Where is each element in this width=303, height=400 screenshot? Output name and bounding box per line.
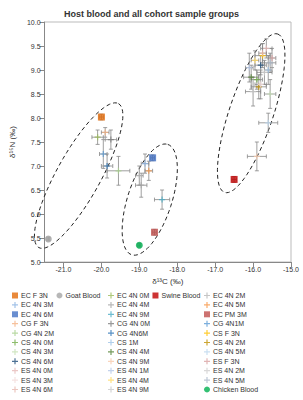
svg-text:7.0: 7.0 xyxy=(31,163,41,170)
svg-text:CS 4N 6M: CS 4N 6M xyxy=(21,358,53,365)
svg-text:ES 4N 0M: ES 4N 0M xyxy=(21,367,53,374)
svg-text:δ¹⁵N (‰): δ¹⁵N (‰) xyxy=(8,126,17,158)
svg-text:CG 4N1M: CG 4N1M xyxy=(213,320,244,327)
svg-text:5.0: 5.0 xyxy=(31,259,41,266)
svg-text:ES 4N 3M: ES 4N 3M xyxy=(21,377,53,384)
svg-text:8.5: 8.5 xyxy=(31,91,41,98)
svg-text:-20.0: -20.0 xyxy=(93,266,109,273)
svg-text:ES 4N 4M: ES 4N 4M xyxy=(117,377,149,384)
svg-text:CS 4N 2M: CS 4N 2M xyxy=(213,339,245,346)
svg-text:EC 4N 2M: EC 4N 2M xyxy=(213,292,245,299)
svg-text:CS 4N 3M: CS 4N 3M xyxy=(21,348,53,355)
svg-text:EC F 3N: EC F 3N xyxy=(21,292,48,299)
svg-text:-18.0: -18.0 xyxy=(169,266,185,273)
svg-text:CG 4N6M: CG 4N6M xyxy=(117,330,148,337)
svg-text:CS 4N 5M: CS 4N 5M xyxy=(213,348,245,355)
svg-text:CS 4N 4M: CS 4N 4M xyxy=(117,348,149,355)
svg-text:10.0: 10.0 xyxy=(27,19,41,26)
svg-text:-15.0: -15.0 xyxy=(283,266,299,273)
svg-text:ES 4N 5M: ES 4N 5M xyxy=(213,377,245,384)
svg-text:EC PM 3M: EC PM 3M xyxy=(213,311,247,318)
svg-text:EC 4N 9M: EC 4N 9M xyxy=(117,311,149,318)
svg-text:5.5: 5.5 xyxy=(31,235,41,242)
svg-text:9.0: 9.0 xyxy=(31,67,41,74)
svg-text:6.0: 6.0 xyxy=(31,211,41,218)
svg-text:-16.0: -16.0 xyxy=(245,266,261,273)
svg-text:Swine Blood: Swine Blood xyxy=(161,292,200,299)
svg-text:CS 4N 9M: CS 4N 9M xyxy=(117,358,149,365)
svg-text:CS 4N 0M: CS 4N 0M xyxy=(21,339,53,346)
svg-text:ES 4N 2M: ES 4N 2M xyxy=(213,367,245,374)
svg-text:Chicken Blood: Chicken Blood xyxy=(213,386,258,393)
svg-text:-17.0: -17.0 xyxy=(207,266,223,273)
svg-text:ES F 3N: ES F 3N xyxy=(213,358,239,365)
svg-text:EC 4N 5M: EC 4N 5M xyxy=(213,301,245,308)
svg-text:Host blood and all cohort samp: Host blood and all cohort sample groups xyxy=(64,9,239,19)
svg-text:CS F 3N: CS F 3N xyxy=(213,330,240,337)
svg-text:CG 4N 2M: CG 4N 2M xyxy=(21,330,54,337)
svg-text:8.0: 8.0 xyxy=(31,115,41,122)
svg-text:δ¹³C (‰): δ¹³C (‰) xyxy=(152,277,183,286)
svg-text:9.5: 9.5 xyxy=(31,43,41,50)
svg-text:CG 4N 0M: CG 4N 0M xyxy=(117,320,150,327)
svg-text:7.5: 7.5 xyxy=(31,139,41,146)
svg-text:ES 4N 1M: ES 4N 1M xyxy=(117,367,149,374)
svg-text:-19.0: -19.0 xyxy=(131,266,147,273)
svg-text:CG F 3N: CG F 3N xyxy=(21,320,49,327)
svg-text:-21.0: -21.0 xyxy=(55,266,71,273)
svg-text:ES 4N 6M: ES 4N 6M xyxy=(21,386,53,393)
svg-text:ES 4N 9M: ES 4N 9M xyxy=(117,386,149,393)
svg-text:EC 4N 3M: EC 4N 3M xyxy=(21,301,53,308)
svg-text:EC 4N 4M: EC 4N 4M xyxy=(117,301,149,308)
svg-text:6.5: 6.5 xyxy=(31,187,41,194)
svg-text:EC 4N 6M: EC 4N 6M xyxy=(21,311,53,318)
svg-text:Goat Blood: Goat Blood xyxy=(65,292,100,299)
svg-text:EC 4N 0M: EC 4N 0M xyxy=(117,292,149,299)
svg-text:CS 1M: CS 1M xyxy=(117,339,139,346)
